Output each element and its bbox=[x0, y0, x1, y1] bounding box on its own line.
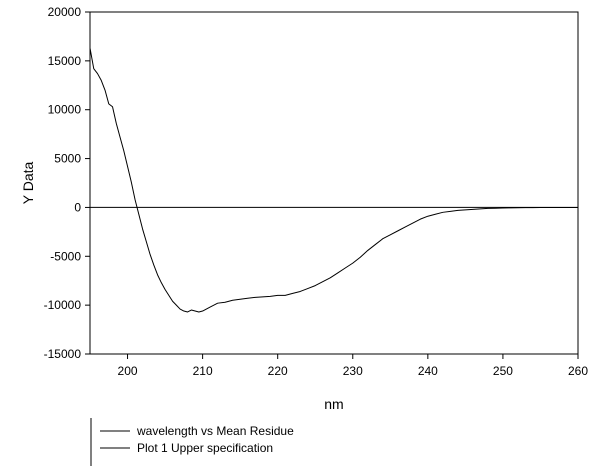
y-axis-title: Y Data bbox=[20, 162, 36, 205]
y-tick-label: 10000 bbox=[48, 103, 82, 117]
x-tick-label: 210 bbox=[193, 364, 213, 378]
y-tick-label: 0 bbox=[74, 200, 81, 214]
y-tick-label: 15000 bbox=[48, 54, 82, 68]
y-tick-label: -5000 bbox=[50, 249, 81, 263]
y-tick-label: 5000 bbox=[54, 152, 81, 166]
x-tick-label: 250 bbox=[493, 364, 513, 378]
series-line-wavelength-vs-mean-residue bbox=[89, 48, 578, 313]
legend-label-series-1: wavelength vs Mean Residue bbox=[136, 424, 294, 438]
y-axis-ticks: -15000 -10000 -5000 0 5000 10000 15000 20000 bbox=[44, 5, 90, 361]
y-tick-label: 20000 bbox=[48, 5, 82, 19]
x-axis-ticks: 200 210 220 230 240 250 260 bbox=[118, 354, 588, 378]
x-axis-title: nm bbox=[324, 396, 343, 412]
series-layer bbox=[89, 48, 578, 313]
y-tick-label: -10000 bbox=[44, 298, 82, 312]
x-tick-label: 260 bbox=[568, 364, 588, 378]
legend-label-series-2: Plot 1 Upper specification bbox=[137, 441, 273, 455]
x-tick-label: 230 bbox=[343, 364, 363, 378]
x-tick-label: 240 bbox=[418, 364, 438, 378]
plot-frame bbox=[89, 11, 579, 355]
y-tick-label: -15000 bbox=[44, 347, 82, 361]
legend: wavelength vs Mean Residue Plot 1 Upper … bbox=[90, 418, 294, 466]
x-tick-label: 220 bbox=[268, 364, 288, 378]
x-tick-label: 200 bbox=[118, 364, 138, 378]
